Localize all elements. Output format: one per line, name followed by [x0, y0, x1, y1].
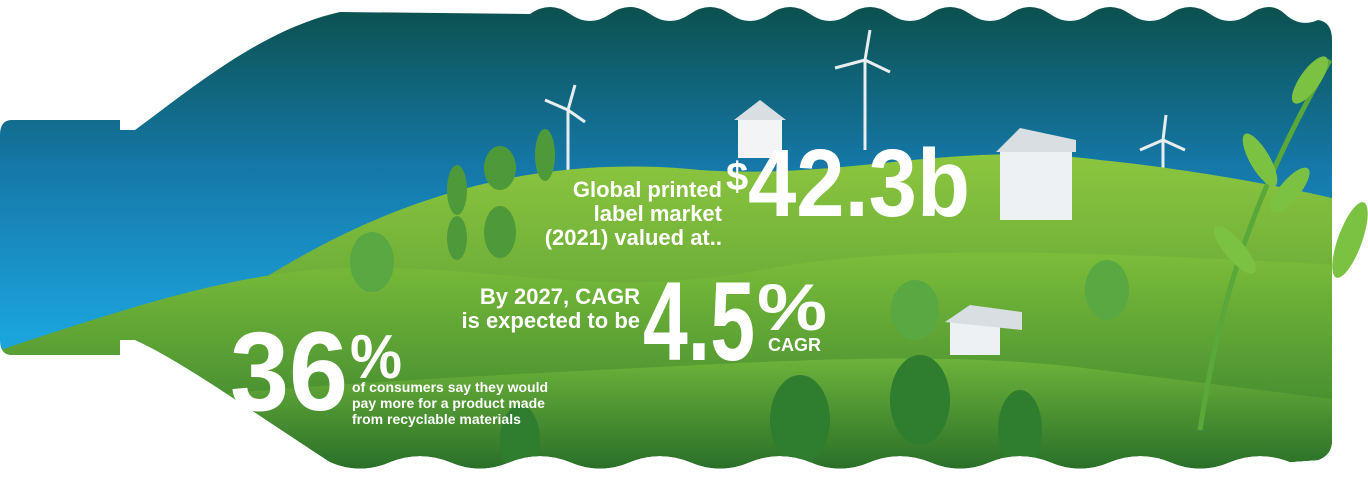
- headline-currency: $: [726, 155, 748, 199]
- cagr-line: is expected to be: [461, 308, 640, 333]
- cagr-unit: %: [757, 270, 827, 344]
- consumers-line: of consumers say they would: [352, 379, 548, 395]
- consumers-value: 36: [230, 309, 348, 434]
- headline-line: (2021) valued at..: [545, 225, 722, 250]
- infographic: Global printed label market (2021) value…: [0, 0, 1368, 477]
- headline-value: 42.3b: [748, 130, 970, 237]
- cagr-line: By 2027, CAGR: [480, 284, 640, 309]
- consumers-line: from recyclable materials: [352, 411, 521, 427]
- cagr-value: 4.5: [643, 259, 755, 384]
- headline-line: label market: [594, 201, 723, 226]
- headline-line: Global printed: [573, 177, 722, 202]
- cagr-suffix: CAGR: [768, 335, 821, 355]
- consumers-line: pay more for a product made: [352, 395, 545, 411]
